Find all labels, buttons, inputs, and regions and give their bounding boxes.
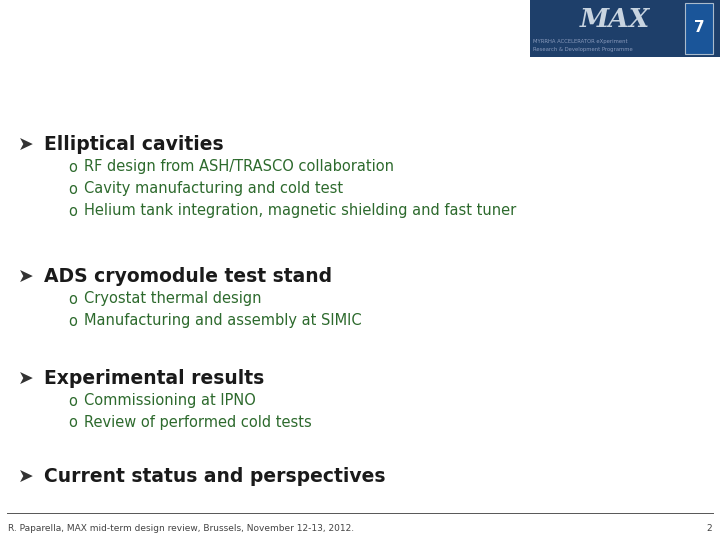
Text: ADS cryomodule test stand: ADS cryomodule test stand (44, 267, 332, 287)
Text: o: o (68, 181, 77, 197)
Text: Commissioning at IPNO: Commissioning at IPNO (84, 394, 256, 408)
Text: o: o (68, 292, 77, 307)
Text: ➤: ➤ (18, 369, 34, 388)
Text: o: o (68, 159, 77, 174)
Text: Layout of the talk: Layout of the talk (14, 19, 210, 38)
Text: Manufacturing and assembly at SIMIC: Manufacturing and assembly at SIMIC (84, 314, 361, 328)
Text: Cavity manufacturing and cold test: Cavity manufacturing and cold test (84, 181, 343, 197)
Text: Cryostat thermal design: Cryostat thermal design (84, 292, 261, 307)
Text: Experimental results: Experimental results (44, 369, 264, 388)
Text: Research & Development Programme: Research & Development Programme (533, 46, 633, 51)
Bar (530, 0, 720, 57)
Text: o: o (68, 204, 77, 219)
Text: ➤: ➤ (18, 136, 34, 154)
Text: 7: 7 (693, 20, 704, 35)
Text: o: o (68, 314, 77, 328)
Text: ➤: ➤ (18, 468, 34, 487)
Text: MYRRHA ACCELERATOR eXperiment: MYRRHA ACCELERATOR eXperiment (533, 38, 628, 44)
Text: R. Paparella, MAX mid-term design review, Brussels, November 12-13, 2012.: R. Paparella, MAX mid-term design review… (8, 524, 354, 534)
Text: Helium tank integration, magnetic shielding and fast tuner: Helium tank integration, magnetic shield… (84, 204, 516, 219)
Text: o: o (68, 394, 77, 408)
Text: RF design from ASH/TRASCO collaboration: RF design from ASH/TRASCO collaboration (84, 159, 394, 174)
Text: 2: 2 (706, 524, 712, 534)
Text: ➤: ➤ (18, 267, 34, 287)
Text: o: o (68, 415, 77, 430)
Text: Current status and perspectives: Current status and perspectives (44, 468, 385, 487)
Bar (685, 3, 713, 54)
Text: MAX: MAX (580, 8, 650, 32)
Text: Elliptical cavities: Elliptical cavities (44, 136, 224, 154)
Text: Review of performed cold tests: Review of performed cold tests (84, 415, 312, 430)
